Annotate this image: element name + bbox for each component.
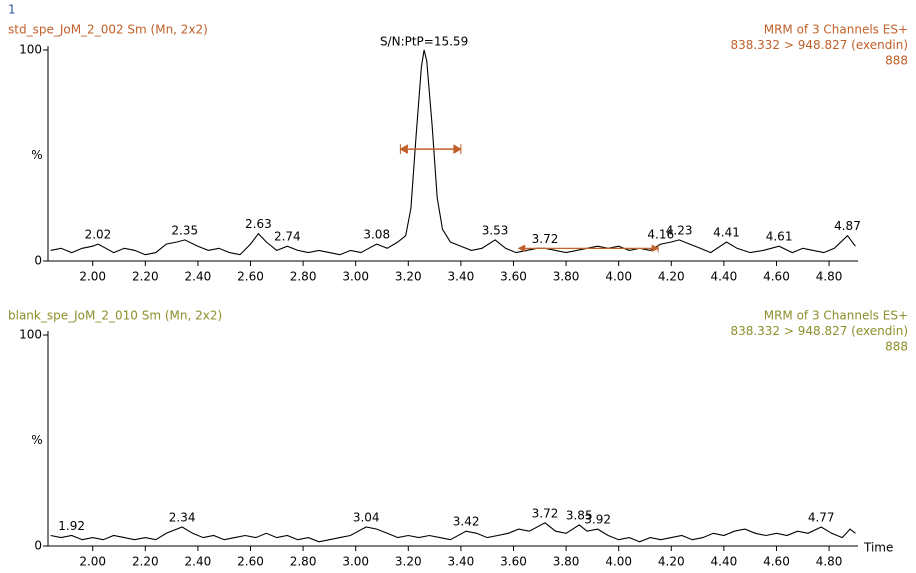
peak-label: 2.35 <box>171 223 198 237</box>
x-tick-label: 3.80 <box>553 270 580 284</box>
x-tick-label: 3.20 <box>395 555 422 569</box>
x-tick-label: 2.20 <box>132 270 159 284</box>
x-tick-label: 2.60 <box>237 270 264 284</box>
y-axis-label: % <box>31 148 42 162</box>
peak-label: 2.74 <box>274 230 301 244</box>
noise-range-ends <box>517 244 660 253</box>
peak-label: 3.92 <box>584 513 611 527</box>
peak-label: 2.63 <box>245 217 272 231</box>
y-axis-label: % <box>31 433 42 447</box>
peak-label: 1.92 <box>58 519 85 533</box>
channel-info: MRM of 3 Channels ES+ <box>764 309 908 323</box>
x-tick-label: 3.60 <box>500 270 527 284</box>
x-tick-label: 2.20 <box>132 555 159 569</box>
peak-label: 3.85 <box>566 508 593 522</box>
channel-info: 888 <box>885 340 908 354</box>
channel-info: 838.332 > 948.827 (exendin) <box>730 38 908 52</box>
channel-info: 838.332 > 948.827 (exendin) <box>730 324 908 338</box>
x-tick-label: 3.80 <box>553 555 580 569</box>
x-tick-label: 4.60 <box>763 555 790 569</box>
x-tick-label: 3.40 <box>448 270 475 284</box>
x-tick-label: 2.60 <box>237 555 264 569</box>
x-tick-label: 4.20 <box>658 555 685 569</box>
peak-label: 4.61 <box>766 230 793 244</box>
x-tick-label: 3.60 <box>500 555 527 569</box>
channel-info: 888 <box>885 54 908 68</box>
page-number: 1 <box>8 3 16 17</box>
peak-label: 3.08 <box>363 228 390 242</box>
x-tick-label: 3.20 <box>395 270 422 284</box>
peak-width-arrow <box>399 144 462 155</box>
peak-label: 3.04 <box>353 511 380 525</box>
x-tick-label: 4.80 <box>816 270 843 284</box>
chart-title: blank_spe_JoM_2_010 Sm (Mn, 2x2) <box>8 309 222 323</box>
peak-label: 3.42 <box>453 515 480 529</box>
chromatogram-trace <box>50 522 856 543</box>
peak-label: 4.87 <box>834 219 861 233</box>
peak-label: 3.53 <box>482 223 509 237</box>
y-tick-label: 100 <box>19 43 42 57</box>
peak-label: 4.16 <box>647 228 674 242</box>
x-tick-label: 2.80 <box>290 555 317 569</box>
peak-label: 2.02 <box>85 228 112 242</box>
x-axis-label: Time <box>863 541 893 555</box>
y-tick-label: 0 <box>34 254 42 268</box>
x-tick-label: 3.00 <box>342 555 369 569</box>
peak-label: 4.41 <box>713 226 740 240</box>
peak-label: 3.72 <box>532 506 559 520</box>
x-tick-label: 2.00 <box>79 270 106 284</box>
y-tick-label: 0 <box>34 539 42 553</box>
sn-annotation: S/N:PtP=15.59 <box>380 35 468 49</box>
chart-title: std_spe_JoM_2_002 Sm (Mn, 2x2) <box>8 23 208 37</box>
peak-label: 2.34 <box>169 511 196 525</box>
x-tick-label: 4.00 <box>605 555 632 569</box>
x-tick-label: 2.00 <box>79 555 106 569</box>
x-tick-label: 3.40 <box>448 555 475 569</box>
x-tick-label: 4.20 <box>658 270 685 284</box>
x-tick-label: 2.80 <box>290 270 317 284</box>
y-tick-label: 100 <box>19 328 42 342</box>
peak-label: 4.77 <box>808 511 835 525</box>
x-tick-label: 4.00 <box>605 270 632 284</box>
x-tick-label: 4.40 <box>711 555 738 569</box>
channel-info: MRM of 3 Channels ES+ <box>764 23 908 37</box>
x-tick-label: 3.00 <box>342 270 369 284</box>
x-tick-label: 2.40 <box>185 555 212 569</box>
chromatogram-trace <box>50 49 856 256</box>
peak-label: 4.23 <box>666 223 693 237</box>
x-tick-label: 4.60 <box>763 270 790 284</box>
x-tick-label: 4.80 <box>816 555 843 569</box>
x-tick-label: 2.40 <box>185 270 212 284</box>
x-tick-label: 4.40 <box>711 270 738 284</box>
peak-label: 3.72 <box>532 232 559 246</box>
